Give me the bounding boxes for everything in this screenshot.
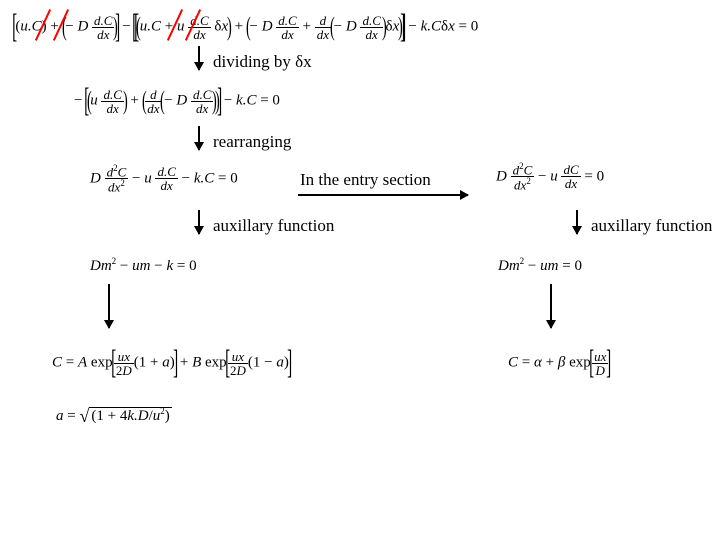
label-divide: dividing by δx [213,52,312,72]
equation-3-left: D d2Cdx2 − u d.Cdx − k.C = 0 [90,164,238,194]
arrow-divide [198,46,200,70]
label-aux-left: auxillary function [213,216,334,236]
arrow-sol-left [108,284,110,328]
label-aux-right: auxillary function [591,216,712,236]
arrow-rearranging [198,126,200,150]
equation-4-right: Dm2 − um = 0 [498,256,582,275]
equation-5-left: C = A exp[ux2D(1 + a)] + B exp[ux2D(1 − … [52,344,290,382]
equation-6: a = (1 + 4k.D/u2) [56,404,172,425]
arrow-entry [298,194,468,196]
equation-4-left: Dm2 − um − k = 0 [90,256,197,275]
arrow-aux-left [198,210,200,234]
equation-1: [(u.C) + (− D d.Cdx)] − [[(u.C + u d.Cdx… [14,8,478,46]
arrow-sol-right [550,284,552,328]
equation-5-right: C = α + β exp[uxD] [508,344,610,382]
label-rearranging: rearranging [213,132,291,152]
label-entry: In the entry section [300,170,431,190]
arrow-aux-right [576,210,578,234]
equation-3-right: D d2Cdx2 − u dCdx = 0 [496,162,604,192]
equation-2: − [(u d.Cdx) + (ddx(− D d.Cdx))] − k.C =… [74,82,280,120]
